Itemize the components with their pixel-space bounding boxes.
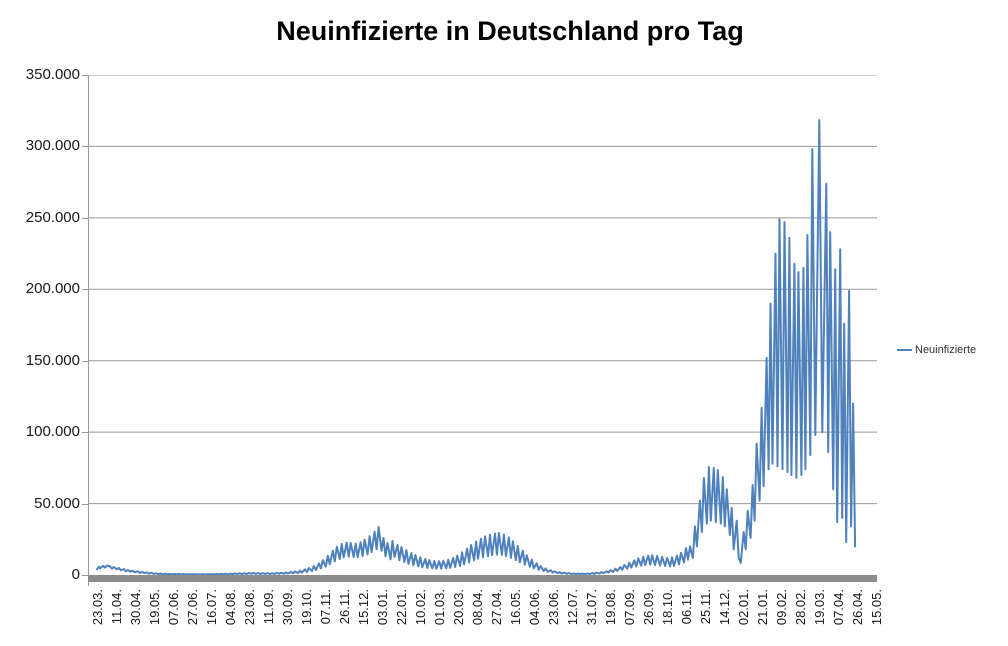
x-axis-tick-label: 02.01. [735,589,751,626]
x-axis-tick-label: 19.03. [811,589,827,626]
x-axis-tick-label: 07.06. [165,589,181,626]
x-axis-tick-label: 27.04. [488,589,504,626]
x-axis-tick-label: 28.02. [792,589,808,626]
y-axis-tick-label: 350.000 [0,66,88,84]
x-axis-tick-label: 12.07. [564,589,580,626]
x-axis-tick-label: 26.09. [640,589,656,626]
x-axis-tick-label: 11.04. [108,589,124,625]
x-axis-tick-label: 07.11. [317,589,333,625]
x-axis-tick-label: 04.08. [222,589,238,626]
x-axis-tick-label: 19.08. [602,589,618,626]
x-axis-tick-label: 14.12. [716,589,732,626]
x-axis-tick-label: 23.08. [241,589,257,626]
gridlines [88,75,877,504]
x-axis-tick-label: 25.11. [697,589,713,625]
y-axis-tick-label: 250.000 [0,209,88,227]
y-axis-line [88,75,89,586]
y-axis-tick-label: 0 [0,566,88,584]
x-axis-tick-label: 07.04. [830,589,846,626]
x-axis-tick-label: 15.12. [355,589,371,626]
y-axis-tick-label: 200.000 [0,280,88,298]
x-axis-tick-label: 18.10. [659,589,675,626]
x-axis-tick-label: 15.05. [868,589,884,626]
x-axis-tick-label: 03.01. [374,589,390,626]
x-axis-tick-labels: 23.03. 11.04. 30.04. 19.05. 07.06. 27.06… [90,589,887,643]
x-axis-tick-label: 08.04. [469,589,485,626]
x-axis-tick-label: 16.07. [203,589,219,626]
legend: Neuinfizierte [897,344,976,356]
x-axis-tick-label: 19.10. [298,589,314,626]
x-axis-tick-label: 23.03. [89,589,105,626]
plot-area [88,75,877,575]
x-axis-tick-label: 23.06. [545,589,561,626]
x-axis-tick-label: 19.05. [146,589,162,626]
x-axis-tick-label: 11.09. [260,589,276,625]
x-axis-tick-label: 16.05. [507,589,523,626]
series-line-neuinfizierte [97,120,855,575]
x-axis-tick-label: 01.03. [431,589,447,626]
x-axis-tick-label: 30.04. [127,589,143,626]
legend-series-label: Neuinfizierte [915,344,977,356]
x-axis-tick-label: 07.09. [621,589,637,626]
x-axis-tick-label: 04.06. [526,589,542,626]
legend-line-swatch [897,349,912,351]
x-axis-tick-label: 26.11. [336,589,352,625]
x-axis-tick-label: 30.09. [279,589,295,626]
x-axis-tick-label: 21.01. [754,589,770,626]
y-axis-tick-label: 50.000 [0,495,88,513]
x-axis-tick-label: 06.11. [678,589,694,625]
y-axis-tick-label: 300.000 [0,137,88,155]
y-axis-tick-labels: 350.000 300.000 250.000 200.000 150.000 100.0… [0,66,88,583]
x-axis-line [88,575,877,582]
x-axis-tick-label: 20.03. [450,589,466,626]
x-axis-tick-label: 09.02. [773,589,789,626]
x-axis-tick-label: 22.01. [393,589,409,626]
x-axis-tick-label: 10.02. [412,589,428,626]
y-axis-tick-label: 150.000 [0,352,88,370]
x-axis-tick-label: 27.06. [184,589,200,626]
x-axis-tick-label: 31.07. [583,589,599,626]
chart-title: Neuinfizierte in Deutschland pro Tag [276,16,744,46]
y-axis-tick-label: 100.000 [0,423,88,441]
x-axis-tick-label: 26.04. [849,589,865,626]
